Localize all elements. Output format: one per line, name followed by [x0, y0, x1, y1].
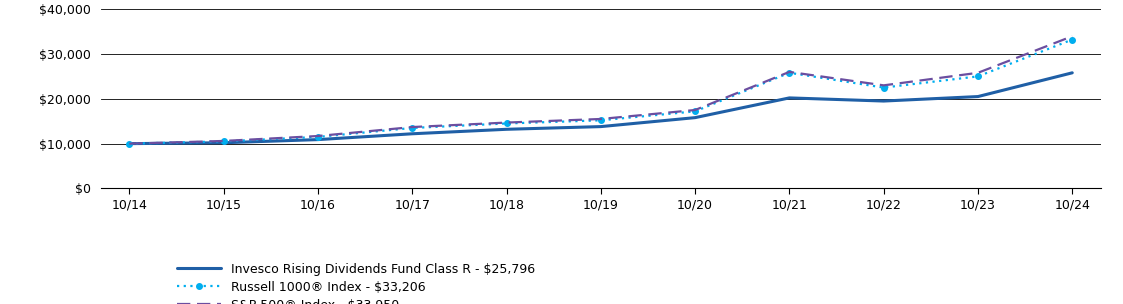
- Line: S&P 500® Index - $33,950: S&P 500® Index - $33,950: [129, 36, 1072, 144]
- S&P 500® Index - $33,950: [1066, 34, 1079, 38]
- S&P 500® Index - $33,950: [877, 84, 891, 87]
- Russell 1000® Index - $33,206: [594, 119, 608, 122]
- Russell 1000® Index - $33,206: [783, 71, 796, 74]
- Invesco Rising Dividends Fund Class R - $25,796: [971, 95, 985, 98]
- Invesco Rising Dividends Fund Class R - $25,796: [877, 99, 891, 103]
- Russell 1000® Index - $33,206: [971, 74, 985, 78]
- S&P 500® Index - $33,950: [688, 108, 702, 112]
- Invesco Rising Dividends Fund Class R - $25,796: [594, 125, 608, 128]
- Russell 1000® Index - $33,206: [311, 135, 325, 139]
- Invesco Rising Dividends Fund Class R - $25,796: [311, 138, 325, 141]
- Invesco Rising Dividends Fund Class R - $25,796: [217, 141, 230, 145]
- Russell 1000® Index - $33,206: [405, 126, 419, 130]
- S&P 500® Index - $33,950: [971, 71, 985, 74]
- Russell 1000® Index - $33,206: [500, 122, 513, 125]
- Legend: Invesco Rising Dividends Fund Class R - $25,796, Russell 1000® Index - $33,206, : Invesco Rising Dividends Fund Class R - …: [177, 263, 536, 304]
- S&P 500® Index - $33,950: [783, 70, 796, 74]
- S&P 500® Index - $33,950: [405, 125, 419, 129]
- S&P 500® Index - $33,950: [217, 139, 230, 143]
- Russell 1000® Index - $33,206: [1066, 38, 1079, 41]
- S&P 500® Index - $33,950: [500, 121, 513, 124]
- Russell 1000® Index - $33,206: [217, 140, 230, 143]
- Russell 1000® Index - $33,206: [877, 86, 891, 89]
- Russell 1000® Index - $33,206: [688, 109, 702, 113]
- Invesco Rising Dividends Fund Class R - $25,796: [1066, 71, 1079, 75]
- Russell 1000® Index - $33,206: [122, 142, 136, 146]
- Line: Invesco Rising Dividends Fund Class R - $25,796: Invesco Rising Dividends Fund Class R - …: [129, 73, 1072, 144]
- Invesco Rising Dividends Fund Class R - $25,796: [405, 132, 419, 136]
- S&P 500® Index - $33,950: [311, 134, 325, 138]
- Line: Russell 1000® Index - $33,206: Russell 1000® Index - $33,206: [127, 37, 1075, 147]
- Invesco Rising Dividends Fund Class R - $25,796: [122, 142, 136, 146]
- S&P 500® Index - $33,950: [594, 117, 608, 121]
- Invesco Rising Dividends Fund Class R - $25,796: [500, 127, 513, 131]
- Invesco Rising Dividends Fund Class R - $25,796: [688, 116, 702, 119]
- Invesco Rising Dividends Fund Class R - $25,796: [783, 96, 796, 100]
- S&P 500® Index - $33,950: [122, 142, 136, 146]
